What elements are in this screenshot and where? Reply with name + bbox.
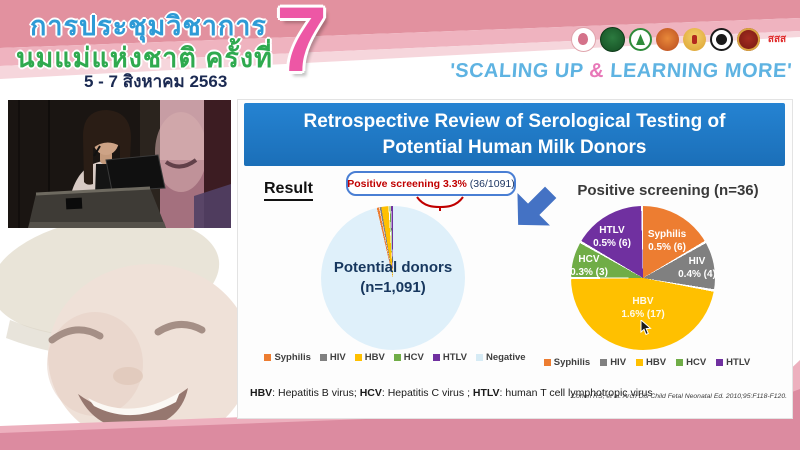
thai-health-fund-logo-icon: สสส (767, 34, 787, 45)
hcv-swatch-icon (676, 359, 684, 366)
hbv-swatch-icon (636, 359, 644, 366)
laptop (105, 154, 166, 192)
mouse-cursor-icon (640, 320, 652, 336)
hiv-swatch-icon (600, 359, 608, 366)
conference-header: การประชุมวิชาการ นมแม่แห่งชาติ ครั้งที่ … (0, 0, 800, 100)
slide-title-line2: Potential Human Milk Donors (382, 136, 647, 158)
syphilis-swatch-icon (264, 354, 272, 361)
hiv-swatch-icon (319, 354, 327, 361)
left-pie-legend: Syphilis HIV HBV HCV HTLV Negative (264, 352, 526, 363)
potential-donors-label: Potential donors (n=1,091) (321, 206, 465, 350)
reference-citation: Cohen RS, et al. Arch Dis Child Fetal Ne… (571, 393, 787, 400)
legend-item-hiv: HIV (319, 352, 346, 363)
presentation-slide: Retrospective Review of Serological Test… (238, 100, 792, 418)
conference-title-line1: การประชุมวิชาการ (30, 11, 267, 41)
legend-item-hbv: HBV (354, 352, 385, 363)
slice-label-hcv: HCV 0.3% (3) (570, 254, 608, 278)
legend-item-hiv: HIV (600, 357, 626, 368)
conference-title-line2: นมแม่แห่งชาติ ครั้งที่ (16, 43, 273, 73)
negative-swatch-icon (475, 354, 483, 361)
mother-child-foundation-logo-icon (571, 27, 596, 52)
presenter-webcam-video (8, 100, 231, 228)
slide-title-line1: Retrospective Review of Serological Test… (303, 110, 726, 132)
presenter-hair (83, 110, 131, 185)
slide-title-banner: Retrospective Review of Serological Test… (244, 103, 785, 166)
positive-screening-pie-title: Positive screening (n=36) (577, 182, 759, 199)
potential-donors-pie-chart (321, 206, 465, 350)
callout-highlight: Positive screening 3.3% (347, 177, 467, 190)
podium (28, 188, 166, 228)
abbreviation-footnote: HBV: Hepatitis B virus; HCV: Hepatitis C… (250, 387, 653, 399)
slice-label-htlv: HTLV 0.5% (6) (593, 225, 631, 249)
green-medical-seal-logo-icon (629, 28, 652, 51)
legend-item-syphilis: Syphilis (543, 357, 590, 368)
sponsor-logo-row: สสส (571, 27, 790, 52)
royal-gold-emblem-logo-icon (683, 28, 706, 51)
slice-label-syphilis: Syphilis 0.5% (6) (647, 229, 687, 253)
legend-item-hbv: HBV (636, 357, 666, 368)
conference-slogan: 'SCALING UP & LEARNING MORE' (449, 60, 793, 83)
slice-label-hbv: HBV 1.6% (17) (621, 296, 665, 320)
positive-screening-callout: Positive screening 3.3% (36/1091) (346, 171, 516, 196)
syphilis-swatch-icon (543, 359, 551, 366)
slice-label-hiv: HIV 0.4% (4) (678, 256, 716, 280)
legend-item-hcv: HCV (393, 352, 424, 363)
htlv-swatch-icon (716, 359, 724, 366)
hbv-swatch-icon (354, 354, 362, 361)
legend-item-syphilis: Syphilis (264, 352, 311, 363)
callout-detail: (36/1091) (466, 177, 515, 190)
legend-item-negative: Negative (475, 352, 526, 363)
legend-item-htlv: HTLV (716, 357, 750, 368)
callout-brace (416, 196, 464, 211)
htlv-swatch-icon (432, 354, 440, 361)
black-white-seal-logo-icon (710, 28, 733, 51)
slogan-part2: LEARNING MORE' (603, 60, 793, 82)
legend-item-htlv: HTLV (432, 352, 467, 363)
edition-number: 7 (276, 0, 328, 91)
potential-donors-label-line2: (n=1,091) (360, 279, 426, 296)
result-heading: Result (264, 180, 313, 201)
right-pie-legend: Syphilis HIV HBV HCV HTLV (543, 357, 750, 368)
dark-red-seal-logo-icon (737, 28, 760, 51)
conference-date: 5 - 7 สิงหาคม 2563 (84, 72, 228, 91)
hcv-swatch-icon (393, 354, 401, 361)
potential-donors-label-line1: Potential donors (333, 258, 453, 276)
green-health-seal-logo-icon (600, 27, 625, 52)
slogan-part1: 'SCALING UP (449, 60, 591, 82)
legend-item-hcv: HCV (676, 357, 706, 368)
royal-orange-emblem-logo-icon (656, 28, 679, 51)
